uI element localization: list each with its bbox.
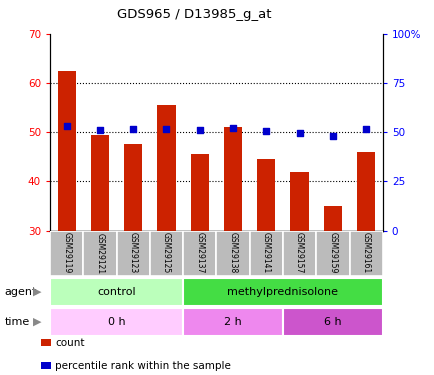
Bar xyxy=(256,159,275,231)
Bar xyxy=(249,231,283,276)
Point xyxy=(129,126,136,132)
Text: GSM29159: GSM29159 xyxy=(328,232,337,274)
Point xyxy=(362,126,369,132)
Text: 2 h: 2 h xyxy=(224,316,241,327)
Text: agent: agent xyxy=(4,286,36,297)
Text: count: count xyxy=(55,338,85,348)
Text: percentile rank within the sample: percentile rank within the sample xyxy=(55,361,230,371)
Text: GSM29121: GSM29121 xyxy=(95,232,104,274)
Point xyxy=(163,126,170,132)
Text: control: control xyxy=(97,286,135,297)
Text: GSM29125: GSM29125 xyxy=(161,232,171,274)
Point xyxy=(196,127,203,133)
Point xyxy=(329,133,335,139)
Bar xyxy=(50,278,183,306)
Bar xyxy=(124,144,142,231)
Text: ▶: ▶ xyxy=(33,286,41,297)
Text: GSM29123: GSM29123 xyxy=(128,232,138,274)
Bar xyxy=(216,231,249,276)
Text: 6 h: 6 h xyxy=(323,316,341,327)
Bar xyxy=(50,231,83,276)
Bar xyxy=(283,308,382,336)
Point xyxy=(229,125,236,131)
Bar xyxy=(116,231,149,276)
Bar xyxy=(157,105,175,231)
Text: methylprednisolone: methylprednisolone xyxy=(227,286,338,297)
Bar xyxy=(183,308,283,336)
Point xyxy=(296,130,302,136)
Bar xyxy=(149,231,183,276)
Bar xyxy=(50,308,183,336)
Bar xyxy=(316,231,349,276)
Bar xyxy=(183,278,382,306)
Text: GSM29157: GSM29157 xyxy=(294,232,303,274)
Text: time: time xyxy=(4,316,30,327)
Bar xyxy=(349,231,382,276)
Text: GSM29119: GSM29119 xyxy=(62,232,71,274)
Bar xyxy=(356,152,375,231)
Bar xyxy=(57,70,76,231)
Text: GDS965 / D13985_g_at: GDS965 / D13985_g_at xyxy=(117,8,271,21)
Text: 0 h: 0 h xyxy=(108,316,125,327)
Bar xyxy=(224,127,242,231)
Text: GSM29138: GSM29138 xyxy=(228,232,237,274)
Bar xyxy=(183,231,216,276)
Point xyxy=(96,127,103,133)
Bar xyxy=(91,135,109,231)
Point xyxy=(262,128,269,134)
Bar xyxy=(83,231,116,276)
Bar xyxy=(283,231,316,276)
Bar xyxy=(190,154,208,231)
Text: ▶: ▶ xyxy=(33,316,41,327)
Text: GSM29137: GSM29137 xyxy=(195,232,204,274)
Point xyxy=(63,123,70,129)
Text: GSM29141: GSM29141 xyxy=(261,232,270,274)
Bar xyxy=(290,172,308,231)
Bar xyxy=(323,206,341,231)
Text: GSM29161: GSM29161 xyxy=(361,232,370,274)
